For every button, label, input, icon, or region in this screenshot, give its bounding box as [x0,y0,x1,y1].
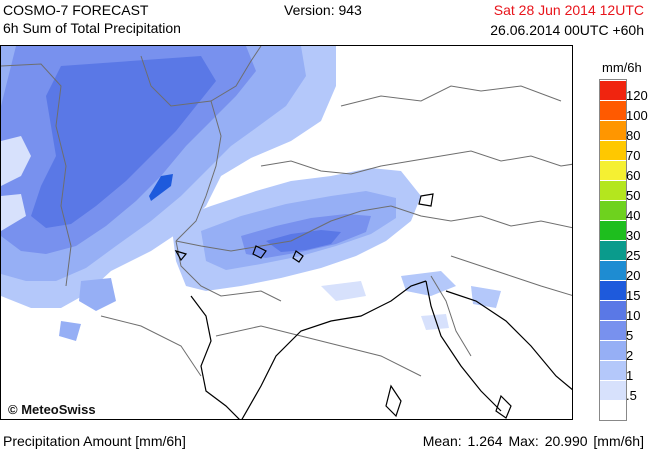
legend-swatch [600,140,626,160]
legend-swatch [600,160,626,180]
product-title: 6h Sum of Total Precipitation [3,20,181,36]
legend-swatch [600,280,626,300]
legend-swatch [600,260,626,280]
max-value: 20.990 [544,433,588,449]
legend-swatch [600,340,626,360]
legend-swatch [600,320,626,340]
stats-unit: [mm/6h] [593,433,644,449]
legend-label: 60 [626,168,641,183]
legend-swatch [600,100,626,120]
model-title: COSMO-7 FORECAST [3,2,149,18]
footer-stats: Mean: 1.264 Max: 20.990 [mm/6h] [421,433,644,449]
legend-swatch [600,200,626,220]
precip-field [1,46,501,341]
legend-label: 25 [626,248,641,263]
legend-label: 15 [626,288,641,303]
mean-value: 1.264 [467,433,503,449]
footer-quantity: Precipitation Amount [mm/6h] [3,433,186,449]
legend-label: 100 [626,108,648,123]
legend-label: 30 [626,228,641,243]
legend-swatch [600,220,626,240]
precipitation-map[interactable] [0,45,573,420]
country-borders [1,46,572,377]
coastlines [174,193,572,419]
legend-swatch [600,120,626,140]
mean-label: Mean: [422,433,462,449]
legend-label: 2 [626,348,634,363]
legend-label: 20 [626,268,641,283]
legend-label: 70 [626,148,641,163]
color-legend [599,79,627,421]
legend-swatch [600,180,626,200]
legend-swatch [600,80,626,100]
legend-label: 120 [626,88,648,103]
legend-label: 80 [626,128,641,143]
legend-swatch [600,240,626,260]
map-canvas [1,46,572,419]
legend-label: 1 [626,368,634,383]
max-label: Max: [508,433,539,449]
legend-unit: mm/6h [602,60,642,75]
legend-swatch [600,360,626,380]
valid-time: Sat 28 Jun 2014 12UTC [493,2,644,18]
legend-label: 10 [626,308,641,323]
legend-swatch [600,380,626,400]
legend-label: 40 [626,208,641,223]
version-label: Version: 943 [284,2,362,18]
legend-label: 50 [626,188,641,203]
copyright-label: © MeteoSwiss [8,402,96,417]
legend-label: 5 [626,328,634,343]
legend-swatch [600,400,626,420]
model-run: 26.06.2014 00UTC +60h [490,22,644,38]
legend-swatch [600,300,626,320]
legend-label: .5 [626,388,637,403]
